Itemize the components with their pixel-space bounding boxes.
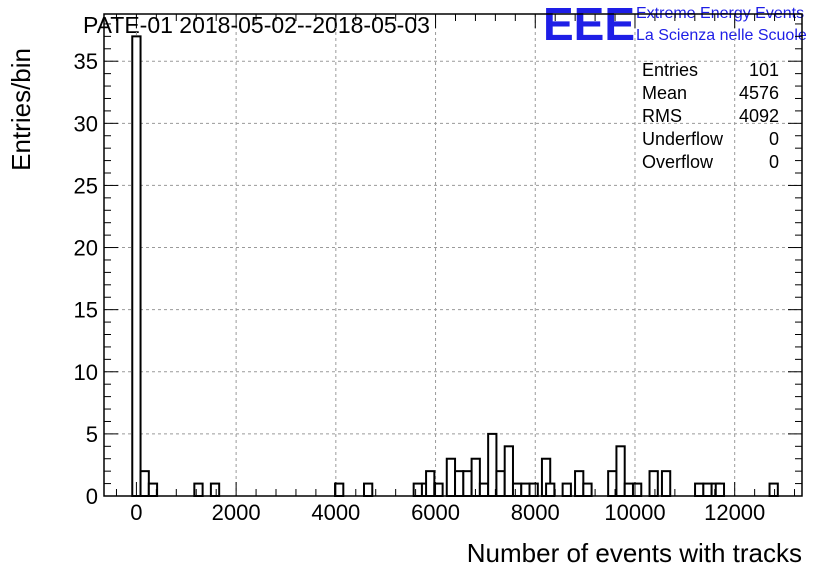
stats-overflow-label: Overflow [642, 152, 714, 172]
histogram-bar [445, 457, 457, 498]
histogram-bar [582, 482, 593, 498]
stats-mean-label: Mean [642, 83, 687, 103]
histogram-bar [623, 482, 634, 498]
stats-box: Entries 101 Mean 4576 RMS 4092 Underflow… [642, 60, 779, 172]
stats-underflow-label: Underflow [642, 129, 724, 149]
y-tick-label: 0 [86, 484, 98, 509]
x-tick-label: 6000 [411, 500, 460, 525]
histogram-bar [768, 482, 779, 498]
stats-rms-label: RMS [642, 106, 682, 126]
x-tick-label: 4000 [311, 500, 360, 525]
grid-layer [104, 14, 802, 496]
histogram-bar [193, 482, 204, 498]
x-tick-label: 10000 [604, 500, 665, 525]
histogram-bar [702, 482, 713, 498]
histogram-bar [511, 482, 523, 498]
eee-logo: EEE Extreme Energy Events La Scienza nel… [543, 0, 807, 50]
stats-entries-label: Entries [642, 60, 698, 80]
histogram-bar [574, 470, 585, 497]
y-tick-label: 10 [74, 360, 98, 385]
axes-layer: 0 2000 4000 6000 8000 10000 12000 0 5 10 15 20 25 30 3… [74, 13, 803, 525]
stats-mean-value: 4576 [739, 83, 779, 103]
stats-rms-value: 4092 [739, 106, 779, 126]
x-tick-label: 8000 [511, 500, 560, 525]
histogram-bar [545, 482, 556, 498]
histogram-bar [694, 482, 705, 498]
histogram-bar [487, 432, 498, 497]
histogram-bar [648, 470, 659, 497]
y-tick-label: 35 [74, 49, 98, 74]
x-tick-label: 12000 [704, 500, 765, 525]
y-tick-label: 5 [86, 422, 98, 447]
histogram-bar [478, 482, 490, 498]
logo-line-2: La Scienza nelle Scuole [636, 27, 807, 44]
x-tick-label: 2000 [212, 500, 261, 525]
histogram-bar [615, 445, 626, 497]
y-tick-label: 15 [74, 298, 98, 323]
histogram-bar [425, 470, 436, 497]
histogram-bar [454, 470, 465, 497]
y-tick-label: 30 [74, 111, 98, 136]
x-axis-title: Number of events with tracks [467, 538, 802, 568]
histogram-bar [503, 445, 514, 497]
histogram-bar [131, 35, 142, 497]
histogram-bar [631, 482, 643, 498]
histogram-bar [561, 482, 572, 498]
histogram-bar [139, 470, 150, 497]
eee-logo-mark: EEE [543, 0, 635, 50]
histogram-bar [495, 470, 506, 497]
x-tick-label: 0 [130, 500, 142, 525]
stats-entries-value: 101 [749, 60, 779, 80]
plot-frame [103, 13, 803, 497]
histogram-bar [412, 482, 423, 498]
histogram-bar [520, 482, 531, 498]
y-axis-title: Entries/bin [6, 48, 36, 171]
histogram-bar [714, 482, 726, 498]
histogram-bar [660, 470, 672, 497]
histogram-bar [462, 470, 473, 497]
histogram-bar [363, 482, 374, 498]
stats-overflow-value: 0 [769, 152, 779, 172]
histogram-bar [209, 482, 221, 498]
histogram-bar [528, 482, 539, 498]
y-tick-label: 25 [74, 173, 98, 198]
stats-underflow-value: 0 [769, 129, 779, 149]
y-tick-label: 20 [74, 236, 98, 261]
